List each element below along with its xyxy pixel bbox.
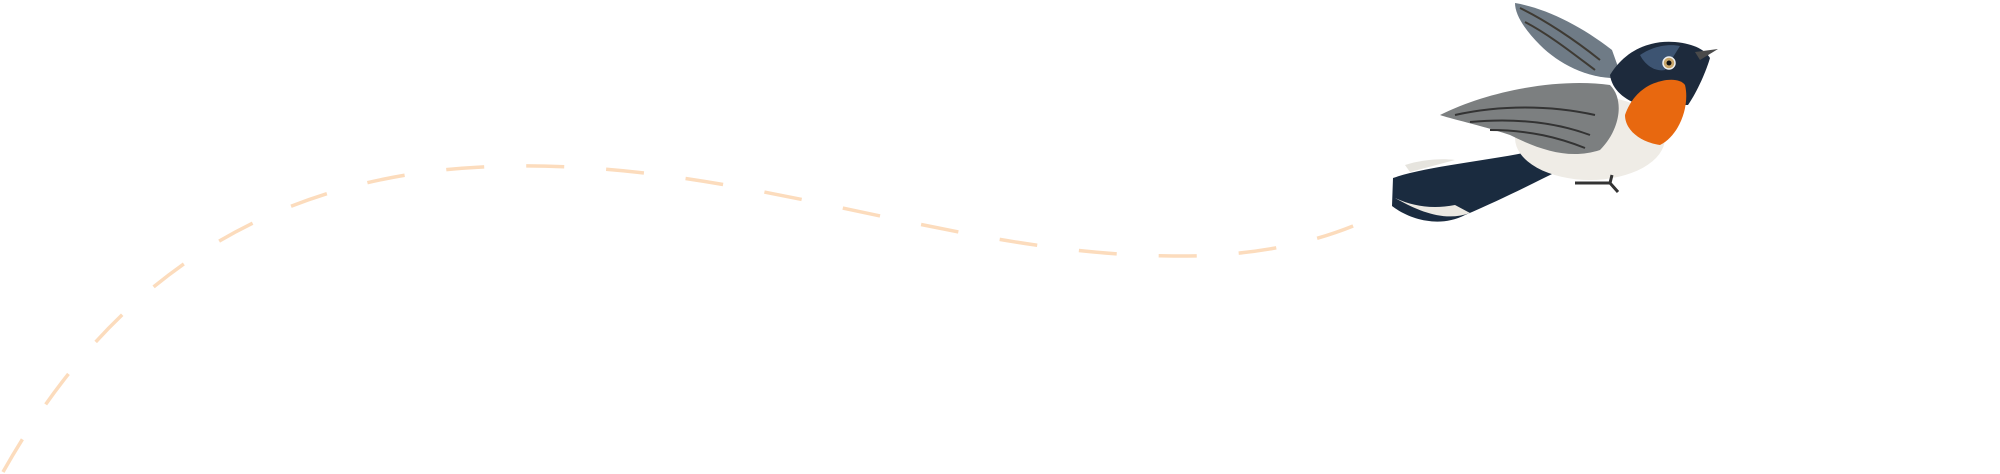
dashed-flight-path <box>1 164 1359 473</box>
bird-icon <box>1392 3 1718 222</box>
